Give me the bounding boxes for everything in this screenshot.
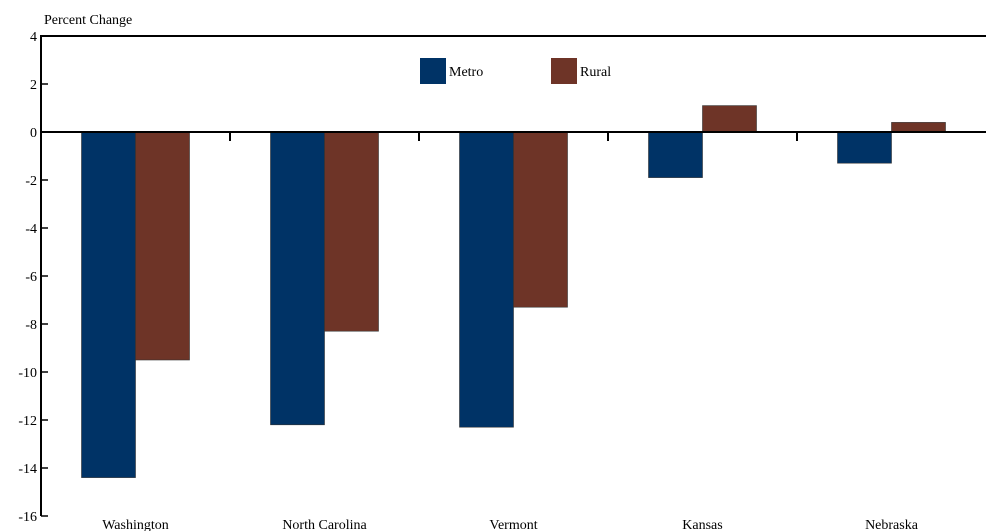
y-tick-label: 2 [30, 78, 37, 93]
bar-metro-washington [81, 131, 136, 478]
category-label: Nebraska [865, 518, 919, 531]
y-tick-label: -14 [18, 462, 37, 477]
legend-label-metro: Metro [449, 65, 483, 80]
y-axis-title: Percent Change [44, 13, 132, 28]
legend: Metro Rural [420, 58, 611, 84]
y-tick-label: -2 [25, 174, 37, 189]
bar-rural-vermont [513, 131, 568, 308]
y-tick-label: -4 [25, 222, 37, 237]
bar-metro-north-carolina [270, 131, 325, 426]
bars-group [81, 105, 946, 478]
y-tick-label: 0 [30, 126, 37, 141]
legend-swatch-metro [420, 58, 446, 84]
bar-rural-washington [135, 131, 190, 361]
y-tick-label: -10 [18, 366, 37, 381]
legend-swatch-rural [551, 58, 577, 84]
y-tick-label: -8 [25, 318, 37, 333]
bar-rural-nebraska [891, 122, 946, 133]
bar-metro-vermont [459, 131, 514, 428]
y-ticks-group: 4 2 0 -2 -4 -6 -8 -10 -12 -14 -16 [18, 30, 48, 525]
category-label: North Carolina [282, 518, 367, 531]
legend-label-rural: Rural [580, 65, 611, 80]
category-labels-group: Washington North Carolina Vermont Kansas Neb… [102, 518, 918, 531]
y-tick-label: -12 [18, 414, 37, 429]
y-tick-label: -6 [25, 270, 37, 285]
category-label: Kansas [682, 518, 722, 531]
category-label: Vermont [489, 518, 537, 531]
bar-rural-north-carolina [324, 131, 379, 332]
category-label: Washington [102, 518, 169, 531]
bar-rural-kansas [702, 105, 757, 133]
y-tick-label: 4 [30, 30, 37, 45]
bar-metro-kansas [648, 131, 703, 178]
bar-metro-nebraska [837, 131, 892, 164]
y-tick-label: -16 [18, 510, 37, 525]
